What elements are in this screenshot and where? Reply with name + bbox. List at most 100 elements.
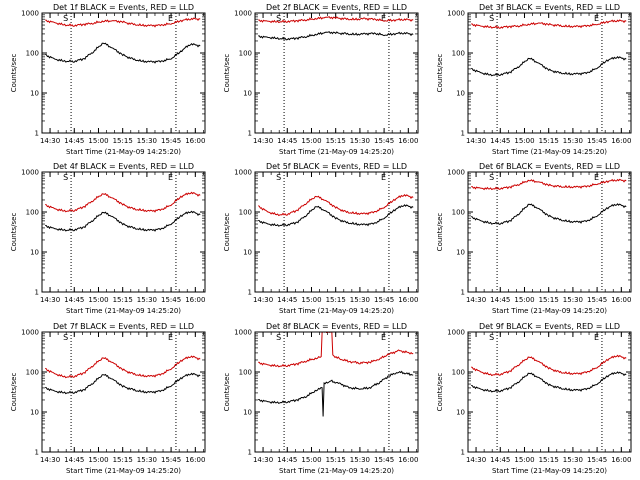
y-axis-label: Counts/sec	[436, 213, 444, 252]
x-axis-label: Start Time (21-May-09 14:25:20)	[492, 148, 607, 156]
x-tick-label: 15:15	[539, 456, 559, 464]
x-axis-label: Start Time (21-May-09 14:25:20)	[492, 307, 607, 315]
lld-series-line	[45, 17, 201, 28]
x-axis-label: Start Time (21-May-09 14:25:20)	[279, 467, 394, 475]
x-tick-label: 14:30	[466, 296, 486, 304]
x-tick-label: 15:00	[88, 137, 108, 145]
y-tick-label: 1	[248, 289, 252, 297]
chart-title: Det 8f BLACK = Events, RED = LLD	[266, 322, 407, 331]
y-tick-label: 10	[456, 409, 465, 417]
x-tick-label: 15:45	[161, 296, 181, 304]
lld-series-line	[471, 354, 627, 377]
x-tick-label: 16:00	[185, 296, 205, 304]
x-tick-label: 16:00	[398, 296, 418, 304]
plot-frame	[41, 331, 206, 453]
x-tick-label: 16:00	[398, 456, 418, 464]
x-tick-label: 15:30	[563, 296, 583, 304]
x-tick-label: 15:45	[587, 137, 607, 145]
x-tick-label: 14:45	[277, 456, 297, 464]
marker-label-s: S	[63, 173, 68, 182]
x-tick-label: 15:00	[301, 296, 321, 304]
marker-label-e: E	[168, 173, 173, 182]
x-tick-label: 16:00	[185, 137, 205, 145]
lld-series-line	[45, 355, 201, 379]
y-tick-label: 100	[26, 209, 39, 217]
events-series-line	[45, 372, 201, 395]
x-tick-label: 14:30	[40, 456, 60, 464]
plot-frame	[41, 12, 206, 134]
x-tick-label: 14:45	[277, 137, 297, 145]
chart-title: Det 9f BLACK = Events, RED = LLD	[479, 322, 620, 331]
x-tick-label: 15:00	[88, 456, 108, 464]
y-axis-label: Counts/sec	[223, 213, 231, 252]
chart-panel-7: Det 7f BLACK = Events, RED = LLD Counts/s…	[10, 322, 206, 475]
y-tick-label: 10	[30, 249, 39, 257]
x-tick-label: 16:00	[398, 137, 418, 145]
x-tick-label: 14:30	[466, 456, 486, 464]
chart-panel-3: Det 3f BLACK = Events, RED = LLD Counts/s…	[436, 3, 632, 156]
marker-label-s: S	[63, 14, 68, 23]
chart-panel-9: Det 9f BLACK = Events, RED = LLD Counts/s…	[436, 322, 632, 475]
y-tick-label: 1000	[234, 169, 252, 177]
events-series-line	[258, 31, 414, 41]
plot-frame	[467, 171, 632, 293]
y-tick-label: 10	[456, 90, 465, 98]
lld-series-line	[471, 178, 627, 191]
x-tick-label: 15:45	[374, 456, 394, 464]
plot-frame	[254, 171, 419, 293]
x-tick-label: 15:15	[113, 137, 133, 145]
y-tick-label: 100	[26, 50, 39, 58]
y-tick-label: 1000	[447, 10, 465, 18]
y-tick-label: 100	[239, 369, 252, 377]
x-tick-label: 15:15	[326, 137, 346, 145]
chart-panel-8: Det 8f BLACK = Events, RED = LLD Counts/s…	[223, 322, 419, 475]
x-tick-label: 15:45	[374, 137, 394, 145]
y-tick-label: 1000	[21, 10, 39, 18]
marker-label-s: S	[63, 333, 68, 342]
events-series-line	[258, 204, 414, 227]
x-tick-label: 15:30	[350, 296, 370, 304]
marker-label-e: E	[594, 333, 599, 342]
marker-label-s: S	[276, 14, 281, 23]
lld-series-line	[471, 19, 627, 29]
y-tick-label: 1	[461, 289, 465, 297]
y-tick-label: 100	[452, 209, 465, 217]
x-tick-label: 15:00	[514, 456, 534, 464]
y-tick-label: 1	[35, 449, 39, 457]
x-tick-label: 15:00	[88, 296, 108, 304]
x-tick-label: 14:45	[490, 296, 510, 304]
y-axis-label: Counts/sec	[223, 54, 231, 93]
x-tick-label: 14:30	[253, 456, 273, 464]
y-tick-label: 100	[239, 50, 252, 58]
x-tick-label: 14:45	[490, 456, 510, 464]
chart-title: Det 3f BLACK = Events, RED = LLD	[479, 3, 620, 12]
x-tick-label: 16:00	[185, 456, 205, 464]
x-tick-label: 15:30	[137, 137, 157, 145]
x-axis-label: Start Time (21-May-09 14:25:20)	[66, 307, 181, 315]
chart-title: Det 4f BLACK = Events, RED = LLD	[53, 162, 194, 171]
y-tick-label: 1	[35, 289, 39, 297]
x-tick-label: 15:30	[350, 456, 370, 464]
marker-label-e: E	[168, 14, 173, 23]
x-tick-label: 15:30	[137, 296, 157, 304]
x-tick-label: 15:45	[161, 456, 181, 464]
x-tick-label: 15:15	[326, 296, 346, 304]
x-tick-label: 14:45	[64, 456, 84, 464]
marker-label-e: E	[168, 333, 173, 342]
y-tick-label: 100	[452, 50, 465, 58]
chart-title: Det 7f BLACK = Events, RED = LLD	[53, 322, 194, 331]
lld-series-line	[258, 16, 414, 24]
y-tick-label: 10	[243, 409, 252, 417]
y-tick-label: 1000	[447, 329, 465, 337]
chart-panel-1: Det 1f BLACK = Events, RED = LLD Counts/s…	[10, 3, 206, 156]
y-tick-label: 1000	[21, 169, 39, 177]
x-tick-label: 14:30	[40, 296, 60, 304]
plot-frame	[41, 171, 206, 293]
x-axis-label: Start Time (21-May-09 14:25:20)	[279, 307, 394, 315]
marker-label-s: S	[276, 173, 281, 182]
marker-label-e: E	[381, 14, 386, 23]
x-tick-label: 15:45	[587, 296, 607, 304]
plot-frame	[254, 12, 419, 134]
plot-frame	[254, 331, 419, 453]
events-series-line	[45, 210, 201, 232]
